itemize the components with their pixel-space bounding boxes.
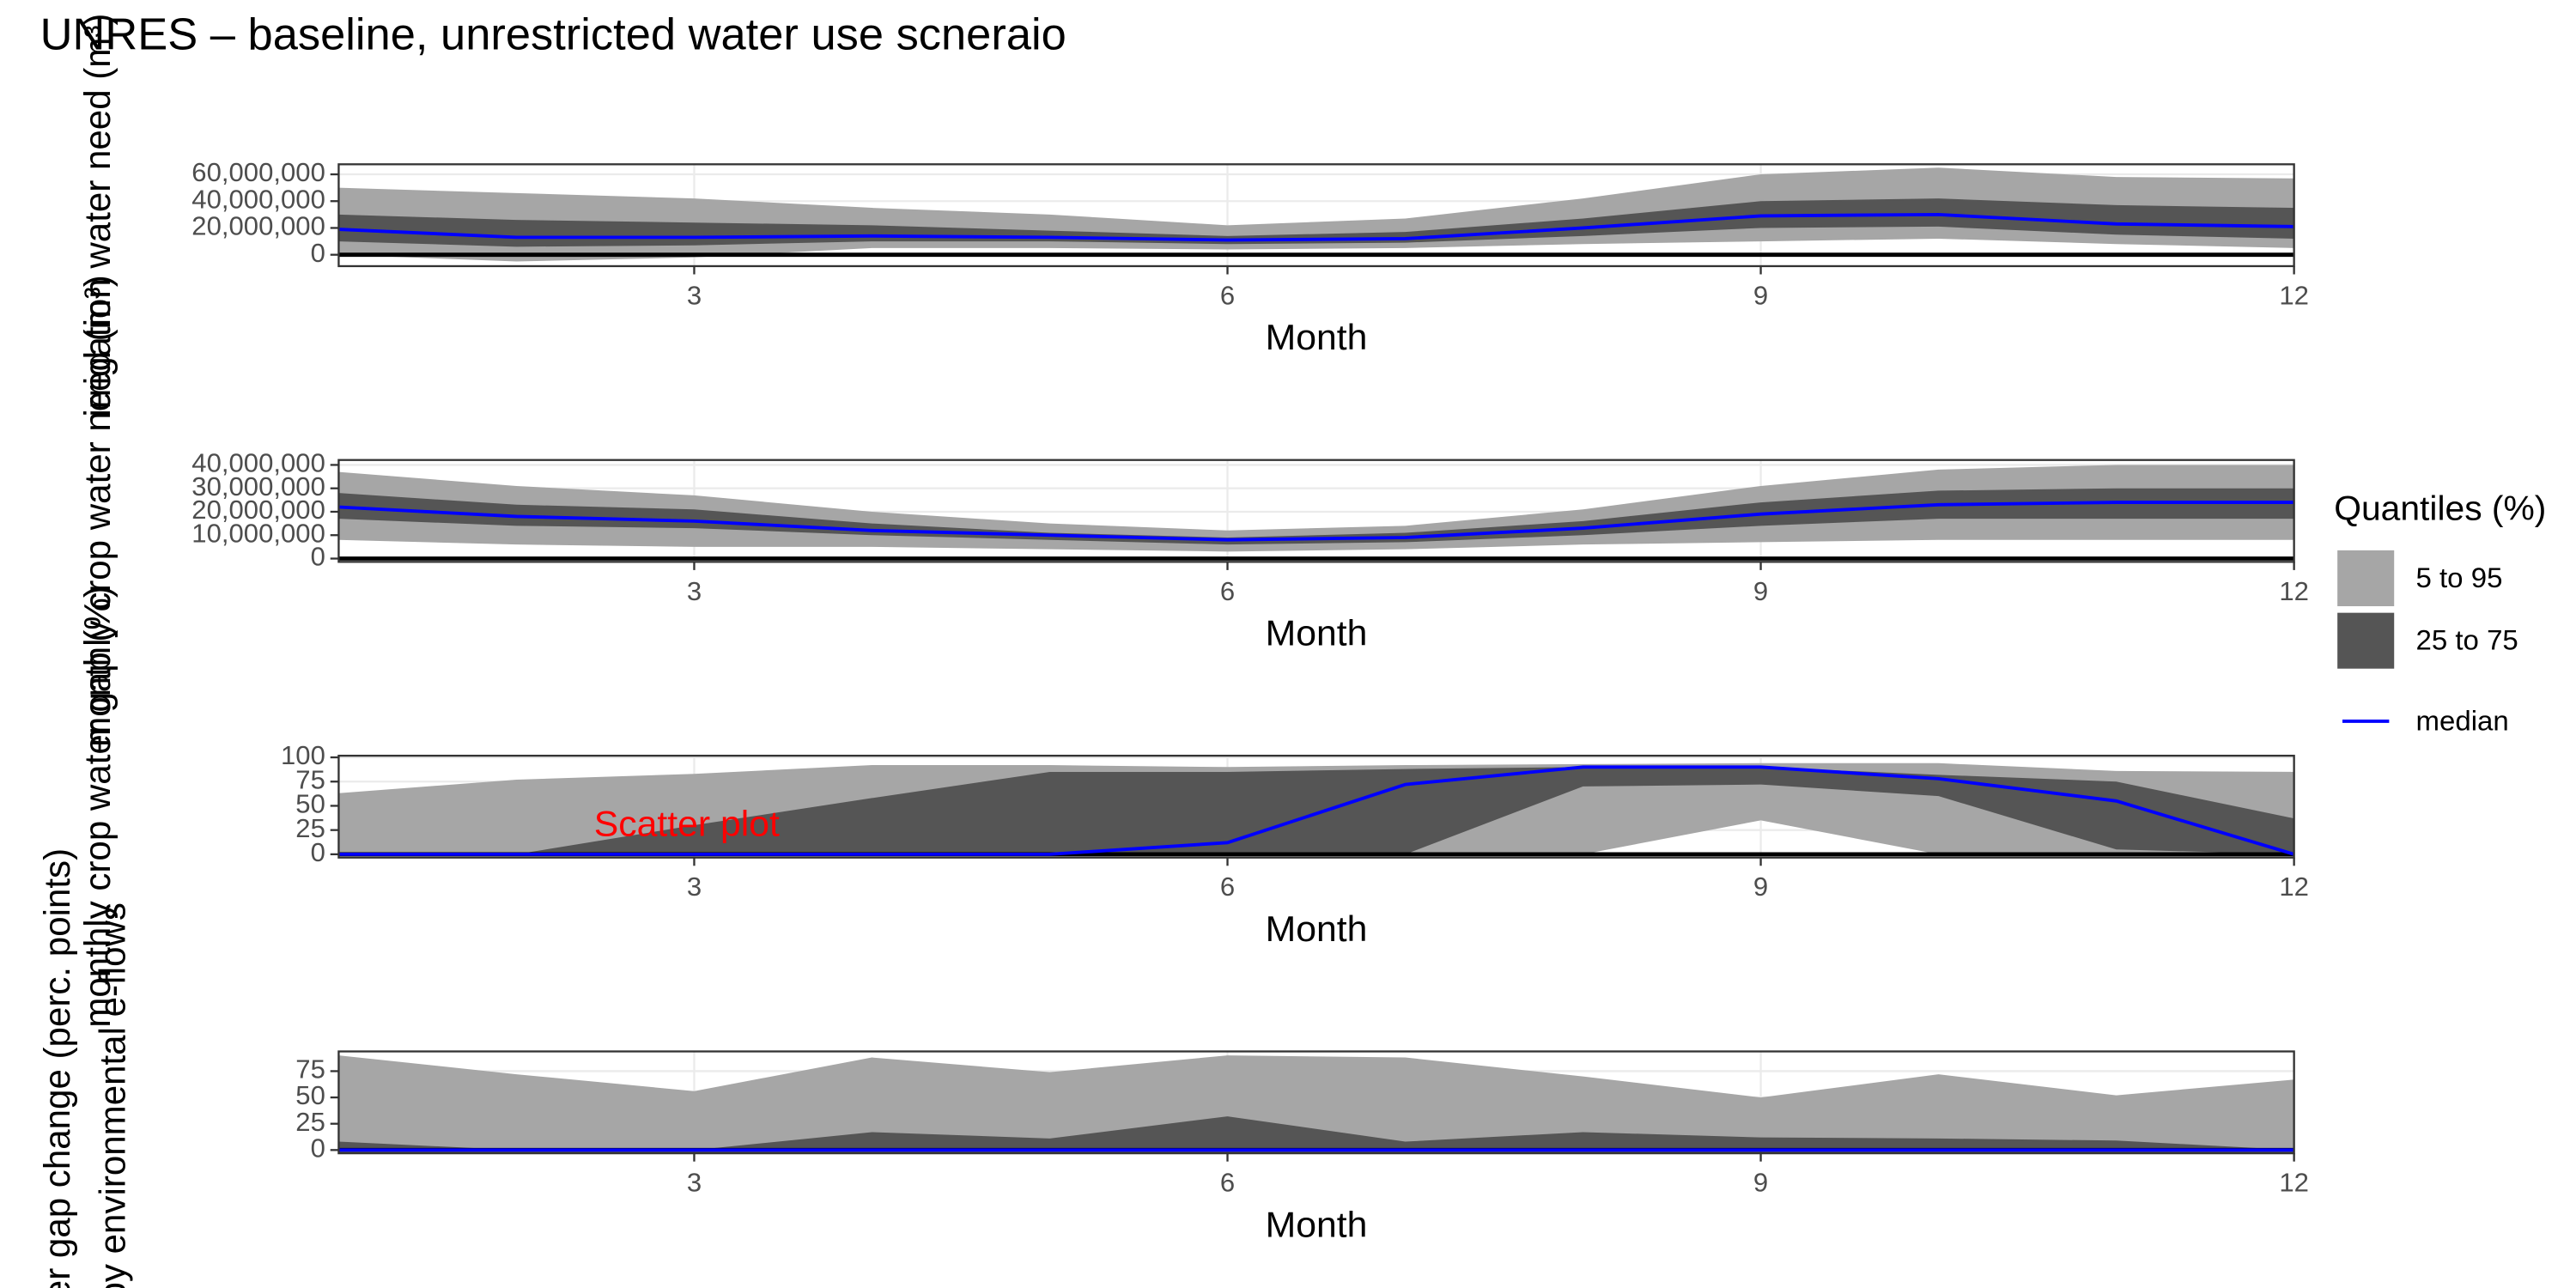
y-tick-label: 25	[295, 813, 325, 843]
y-axis-label: monthly crop water gap (%)	[77, 586, 118, 1028]
y-tick-label: 60,000,000	[191, 157, 325, 187]
x-tick-label: 12	[2279, 281, 2309, 311]
y-axis-label: monthly crop water need (m³)	[77, 275, 118, 747]
y-axis-label: irrigation water need (m³)	[77, 14, 118, 417]
y-tick-label: 50	[295, 789, 325, 819]
y-axis-label: water gap change (perc. points)	[37, 848, 77, 1288]
y-tick-label: 25	[295, 1107, 325, 1137]
y-tick-label: 0	[311, 837, 325, 867]
y-tick-label: 0	[311, 1133, 325, 1163]
quantile-band	[338, 767, 2294, 854]
plot-border	[337, 1050, 2295, 1155]
legend-label: 25 to 75	[2415, 624, 2518, 656]
x-tick-label: 3	[687, 281, 702, 311]
quantile-band	[338, 1116, 2294, 1151]
x-tick-label: 6	[1220, 1168, 1235, 1198]
legend-key	[2337, 612, 2395, 669]
x-axis-label: Month	[1266, 908, 1368, 949]
y-tick-label: 20,000,000	[191, 495, 325, 525]
x-tick-label: 6	[1220, 872, 1235, 902]
x-tick-label: 12	[2279, 1168, 2309, 1198]
y-tick-label: 50	[295, 1080, 325, 1110]
x-tick-label: 9	[1753, 281, 1768, 311]
annotation: Scatter plot	[594, 804, 780, 844]
x-tick-label: 9	[1753, 1168, 1768, 1198]
quantile-band	[338, 488, 2294, 545]
y-tick-label: 20,000,000	[191, 211, 325, 241]
y-tick-label: 75	[295, 765, 325, 795]
legend-label: 5 to 95	[2415, 562, 2502, 593]
y-tick-label: 75	[295, 1054, 325, 1084]
quantile-band	[338, 198, 2294, 247]
x-tick-label: 3	[687, 576, 702, 606]
y-tick-label: 10,000,000	[191, 519, 325, 549]
x-axis-label: Month	[1266, 613, 1368, 653]
y-tick-label: 40,000,000	[191, 448, 325, 478]
legend-key	[2337, 550, 2395, 606]
y-axis-label: by environmental e-flows	[92, 902, 132, 1288]
quantile-band	[338, 1055, 2294, 1151]
y-tick-label: 0	[311, 542, 325, 572]
x-axis-label: Month	[1266, 317, 1368, 357]
median-line	[338, 765, 2295, 856]
x-tick-label: 6	[1220, 576, 1235, 606]
x-tick-label: 12	[2279, 576, 2309, 606]
plot-border	[337, 163, 2295, 268]
x-tick-label: 3	[687, 1168, 702, 1198]
x-axis-label: Month	[1266, 1205, 1368, 1245]
median-line	[338, 212, 2294, 242]
median-line	[338, 501, 2294, 542]
x-tick-label: 12	[2279, 872, 2309, 902]
y-tick-label: 0	[311, 238, 325, 268]
x-tick-label: 3	[687, 872, 702, 902]
y-tick-label: 40,000,000	[191, 185, 325, 215]
x-tick-label: 9	[1753, 576, 1768, 606]
legend-title: Quantiles (%)	[2334, 489, 2546, 528]
y-tick-label: 100	[281, 740, 325, 770]
y-tick-label: 30,000,000	[191, 471, 325, 501]
x-tick-label: 6	[1220, 281, 1235, 311]
x-tick-label: 9	[1753, 872, 1768, 902]
chart-title: UNRES – baseline, unrestricted water use…	[40, 10, 1066, 60]
legend-label: median	[2415, 705, 2508, 737]
